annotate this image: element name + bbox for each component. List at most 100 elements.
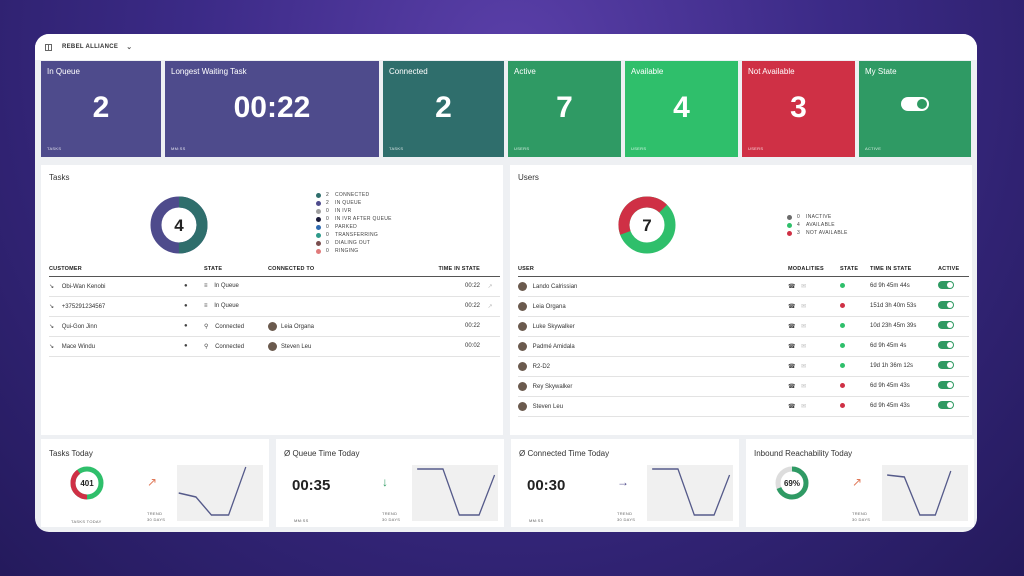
legend-label: CONNECTED [335,192,370,198]
table-row[interactable]: Rey Skywalker ☎ ✉ 6d 9h 45m 43s [518,376,969,397]
legend-count: 3 [797,230,801,236]
legend-label: AVAILABLE [806,222,835,228]
phone-icon: ☎ [788,303,796,310]
legend-dot [787,222,792,228]
kpi-unit: ACTIVE [865,146,882,151]
table-row[interactable]: Luke Skywalker ☎ ✉ 10d 23h 45m 39s [518,316,969,337]
table-row[interactable]: ↘ Mace Windu ● ⚲ Connected Steven Leu 00… [49,336,500,357]
active-toggle[interactable] [938,401,954,409]
kpi-value: 4 [673,91,690,124]
kpi-connected[interactable]: Connected 2 TASKS [383,61,504,157]
col-connected-to[interactable]: CONNECTED TO [268,263,418,277]
col-state[interactable]: STATE [840,263,870,277]
legend-count: 4 [797,222,801,228]
time-in-state: 10d 23h 45m 39s [870,316,938,337]
trend-arrow-icon: ↗ [852,475,863,489]
active-toggle[interactable] [938,381,954,389]
table-row[interactable]: Leia Organa ☎ ✉ 151d 3h 40m 53s [518,296,969,317]
chevron-down-icon[interactable]: ⌄ [126,44,133,51]
kpi-unit: USERS [514,146,530,151]
legend-count: 0 [326,240,330,246]
kpi-value: 7 [556,91,573,124]
info-icon[interactable]: ● [184,303,188,309]
kpi-value: 2 [92,91,110,124]
sparkline-path [417,468,496,516]
pickup-icon[interactable] [480,316,500,337]
info-icon[interactable]: ● [184,343,188,349]
info-icon[interactable]: ● [184,323,188,329]
avatar [518,301,527,311]
sparkline-svg [417,468,496,516]
user-name: Lando Calrissian [532,283,578,290]
legend-item: 0 IN IVR [316,207,392,215]
col-time[interactable]: TIME IN STATE [870,263,938,277]
table-row[interactable]: ↘ Qui-Gon Jinn ● ⚲ Connected Leia Organa… [49,316,500,337]
phone-icon: ☎ [788,363,796,370]
kpi-in-queue[interactable]: In Queue 2 TASKS [41,61,161,157]
stat-title: Ø Connected Time Today [519,449,610,458]
active-toggle[interactable] [938,341,954,349]
pickup-icon[interactable] [480,336,500,357]
table-row[interactable]: Padmé Amidala ☎ ✉ 6d 9h 45m 4s [518,336,969,357]
kpi-label: Longest Waiting Task [171,67,247,76]
legend-count: 0 [326,216,330,222]
stat-value: 00:35 [292,477,331,494]
state-dot [840,322,845,328]
mail-icon: ✉ [801,283,807,290]
panel-title: Users [518,173,539,182]
mail-icon: ✉ [801,383,807,390]
my-state-toggle[interactable] [901,97,929,111]
sparkline-svg [652,468,731,516]
team-name[interactable]: REBEL ALLIANCE [62,44,119,50]
active-toggle[interactable] [938,301,954,309]
kpi-longest-waiting[interactable]: Longest Waiting Task 00:22 MM:SS [165,61,379,157]
table-row[interactable]: Lando Calrissian ☎ ✉ 6d 9h 45m 44s [518,276,969,297]
customer-name: +375291234567 [61,303,106,310]
trend-arrow-icon: → [617,475,629,489]
legend-count: 0 [326,208,330,214]
state-icon: ≡ [204,283,208,289]
avatar [518,341,527,351]
legend-dot [316,208,321,214]
legend-count: 0 [326,248,330,254]
trend-arrow-icon: ↗ [147,475,158,489]
table-row[interactable]: ↘ +375291234567 ● ≡ In Queue 00:22 ↗ [49,296,500,317]
col-customer[interactable]: CUSTOMER [49,263,184,277]
table-row[interactable]: R2-D2 ☎ ✉ 19d 1h 36m 12s [518,356,969,377]
grid-icon[interactable] [45,43,52,51]
kpi-not-available[interactable]: Not Available 3 USERS [742,61,855,157]
stat-card[interactable]: Tasks Today 401 TASKS TODAY ↗ TREND 30 D… [41,439,269,527]
legend-dot [316,200,321,206]
active-toggle[interactable] [938,321,954,329]
trend-period: 30 DAYS [617,517,636,522]
sparkline-path [178,466,247,516]
user-name: Padmé Amidala [532,343,575,350]
pickup-icon[interactable]: ↗ [480,296,500,317]
info-icon[interactable]: ● [184,283,188,289]
stat-card[interactable]: Ø Queue Time Today 00:35 MM:SS ↓ TREND 3… [276,439,504,527]
kpi-available[interactable]: Available 4 USERS [625,61,738,157]
stat-caption: MM:SS [529,518,544,523]
legend-label: TRANSFERRING [335,232,379,238]
stat-card[interactable]: Ø Connected Time Today 00:30 MM:SS → TRE… [511,439,739,527]
col-active[interactable]: ACTIVE [938,263,969,277]
legend-count: 2 [326,200,330,206]
active-toggle[interactable] [938,361,954,369]
pickup-icon[interactable]: ↗ [480,276,500,297]
active-toggle[interactable] [938,281,954,289]
trend-sparkline [882,465,968,521]
kpi-active[interactable]: Active 7 USERS [508,61,621,157]
stat-card[interactable]: Inbound Reachability Today 69% ↗ TREND 3… [746,439,974,527]
col-modalities[interactable]: MODALITIES [788,263,840,277]
table-row[interactable]: Steven Leu ☎ ✉ 6d 9h 45m 43s [518,396,969,417]
trend-period: 30 DAYS [382,517,401,522]
col-state[interactable]: STATE [204,263,268,277]
trend-sparkline [412,465,498,521]
users-table: USER MODALITIES STATE TIME IN STATE ACTI… [518,263,969,417]
trend-arrow-icon: ↓ [382,475,388,489]
user-name: R2-D2 [532,363,551,370]
col-time[interactable]: TIME IN STATE [418,263,480,277]
legend-dot [316,232,321,238]
col-user[interactable]: USER [518,263,788,277]
table-row[interactable]: ↘ Obi-Wan Kenobi ● ≡ In Queue 00:22 ↗ [49,276,500,297]
